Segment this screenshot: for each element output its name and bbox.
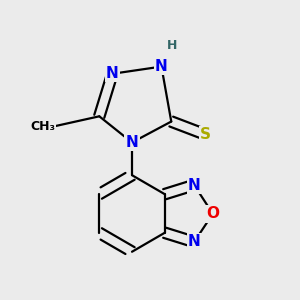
Text: CH₃: CH₃: [30, 120, 55, 133]
Text: N: N: [155, 59, 168, 74]
Text: N: N: [188, 178, 200, 193]
Text: N: N: [126, 135, 138, 150]
Text: S: S: [200, 127, 211, 142]
Text: N: N: [188, 234, 200, 249]
Text: H: H: [167, 39, 177, 52]
Text: O: O: [206, 206, 219, 221]
Text: N: N: [106, 66, 119, 81]
